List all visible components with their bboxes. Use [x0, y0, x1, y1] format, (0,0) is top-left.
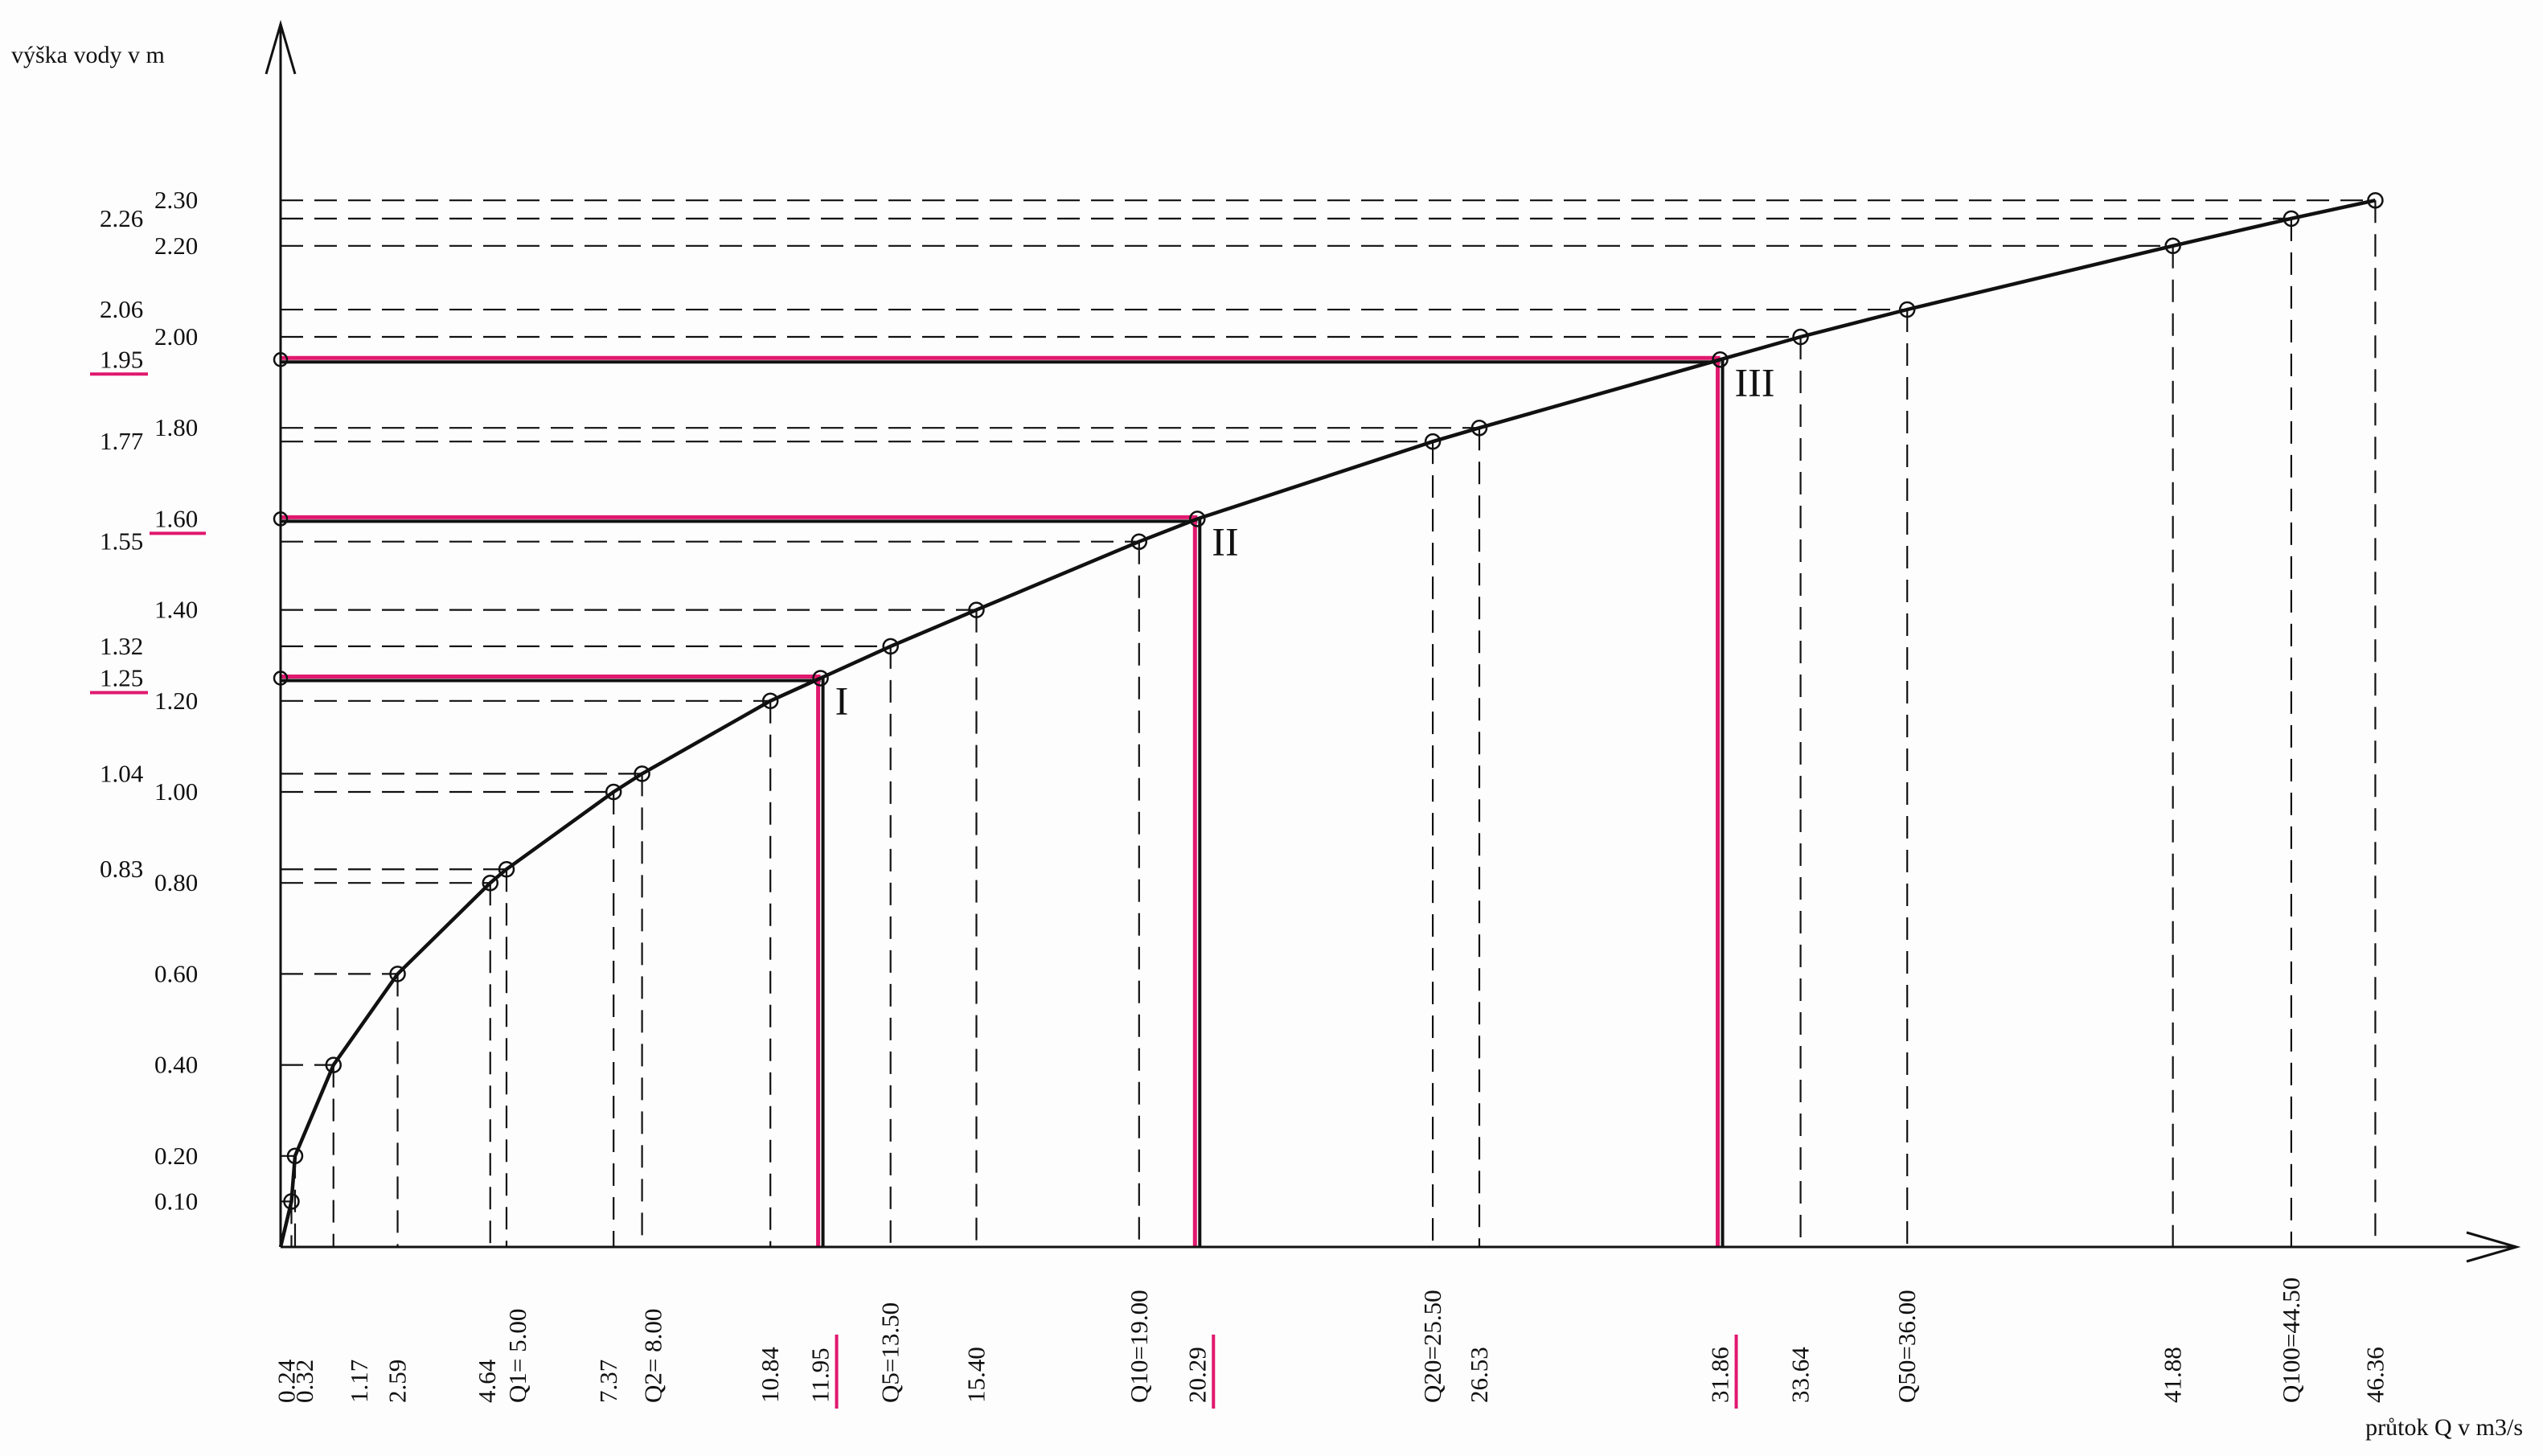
- curve-point-marker: [1470, 419, 1488, 437]
- guide-lines: [281, 199, 2377, 1247]
- y-axis-title: výška vody v m: [11, 42, 165, 68]
- highlight-label: I: [835, 679, 849, 724]
- y-tick-label: 1.25: [100, 664, 143, 692]
- y-tick-label: 1.95: [100, 345, 143, 373]
- axis-point-marker: [273, 511, 289, 527]
- rating-curve: [278, 199, 2376, 1248]
- y-tick-label: 1.77: [100, 427, 143, 455]
- highlight-label: III: [1735, 359, 1775, 404]
- x-tick-label: 11.95: [806, 1347, 835, 1403]
- curve-point-marker: [283, 1193, 300, 1210]
- y-tick-label: 2.06: [100, 295, 143, 323]
- y-tick-label: 0.10: [154, 1187, 198, 1215]
- curve-point-marker: [634, 765, 650, 782]
- x-tick-label: 41.88: [2159, 1347, 2187, 1403]
- y-tick-label: 1.20: [154, 687, 198, 715]
- curve-point-marker: [2283, 210, 2300, 228]
- curve-point-marker: [1898, 301, 1916, 318]
- y-tick-label: 1.55: [100, 527, 143, 556]
- x-tick-label: 0.32: [290, 1360, 318, 1403]
- curve-point-marker: [286, 1147, 304, 1165]
- y-tick-label: 0.20: [154, 1142, 198, 1170]
- y-tick-label: 2.26: [100, 204, 143, 232]
- curve-point-marker: [605, 783, 622, 801]
- y-tick-label: 0.83: [100, 855, 143, 883]
- x-tick-label: Q2= 8.00: [639, 1309, 667, 1403]
- y-axis-arrow: [265, 19, 297, 75]
- x-tick-label: 46.36: [2360, 1347, 2389, 1403]
- curve-point-marker: [389, 966, 406, 982]
- y-tick-label: 1.00: [154, 777, 198, 806]
- curve-point-marker: [1424, 433, 1442, 450]
- curve-point-marker: [761, 692, 779, 710]
- curve-point-marker: [325, 1056, 342, 1073]
- curve-point-marker: [882, 638, 899, 655]
- curve-point-marker: [968, 601, 985, 618]
- x-tick-label: 26.53: [1465, 1347, 1493, 1403]
- x-tick-label: 2.59: [384, 1360, 412, 1403]
- x-axis-title: průtok Q v m3/s: [2365, 1414, 2523, 1441]
- y-tick-label: 0.80: [154, 868, 198, 896]
- y-tick-label: 1.04: [100, 759, 144, 787]
- curve-point-marker: [812, 670, 829, 687]
- curve-point-marker: [498, 860, 515, 878]
- y-tick-label: 1.80: [154, 413, 198, 441]
- x-tick-label: 1.17: [345, 1360, 373, 1403]
- y-tick-label: 2.20: [154, 232, 198, 260]
- axes: [265, 19, 2521, 1263]
- curve-point-marker: [1189, 511, 1206, 527]
- y-tick-label: 1.40: [154, 596, 198, 624]
- x-tick-label: 4.64: [473, 1359, 501, 1403]
- x-tick-label: 0.24: [272, 1359, 300, 1403]
- x-tick-label: 20.29: [1183, 1347, 1211, 1403]
- x-tick-label: 33.64: [1786, 1347, 1815, 1403]
- axis-point-marker: [273, 671, 289, 686]
- x-tick-label: Q100=44.50: [2277, 1278, 2305, 1403]
- y-tick-label: 0.60: [154, 959, 198, 987]
- axis-point-marker: [273, 352, 289, 367]
- curve-point-marker: [1130, 533, 1148, 550]
- highlight-lines: [281, 355, 1725, 1247]
- y-tick-label: 1.60: [154, 504, 198, 532]
- tick-labels: IIIIII2.302.202.001.801.601.401.201.000.…: [90, 186, 2389, 1409]
- y-tick-label: 2.00: [154, 322, 198, 351]
- x-tick-label: 10.84: [756, 1347, 784, 1403]
- x-tick-label: 31.86: [1706, 1347, 1734, 1403]
- curve-point-marker: [2164, 237, 2181, 255]
- x-tick-label: Q20=25.50: [1418, 1290, 1446, 1403]
- x-tick-label: Q10=19.00: [1125, 1290, 1153, 1403]
- curve-point-marker: [1712, 351, 1729, 368]
- y-tick-label: 0.40: [154, 1051, 198, 1079]
- curve-point-marker: [1792, 328, 1809, 346]
- x-tick-label: 7.37: [594, 1360, 622, 1403]
- x-axis-arrow: [2466, 1231, 2521, 1263]
- x-tick-label: 15.40: [962, 1347, 990, 1403]
- y-tick-label: 2.30: [154, 186, 198, 214]
- x-tick-label: Q1= 5.00: [503, 1309, 531, 1403]
- curve-point-marker: [2367, 191, 2384, 209]
- curve-point-marker: [482, 874, 499, 892]
- highlight-label: II: [1212, 519, 1238, 564]
- x-tick-label: Q5=13.50: [876, 1302, 904, 1403]
- curve-points: [273, 191, 2384, 1210]
- y-tick-label: 1.32: [100, 632, 143, 660]
- x-tick-label: Q50=36.00: [1893, 1290, 1921, 1403]
